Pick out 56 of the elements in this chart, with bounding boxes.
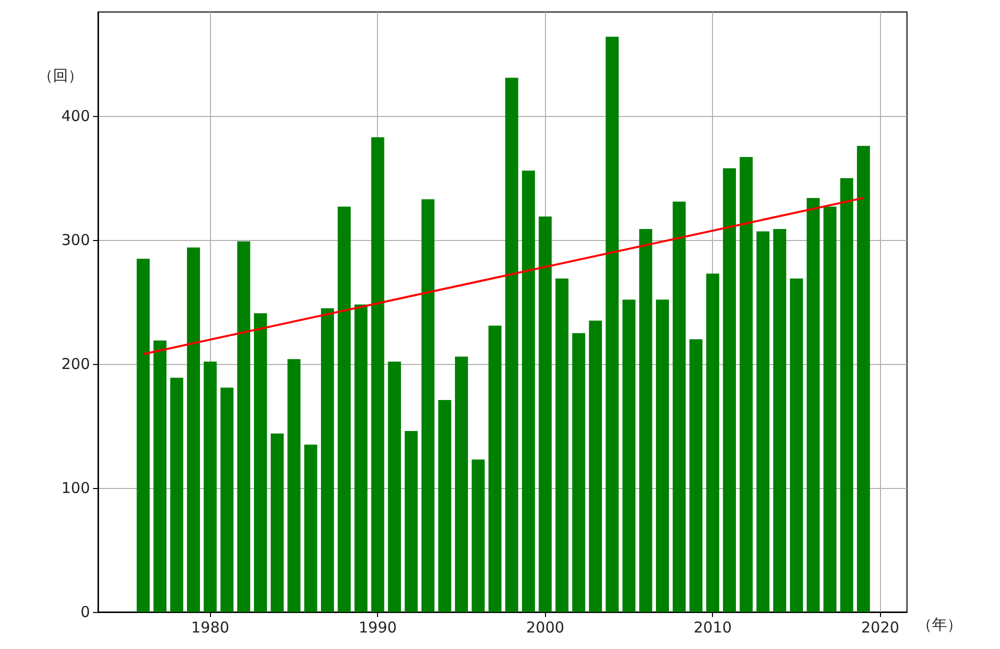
bar [672, 202, 686, 612]
bar [756, 231, 770, 612]
bar [304, 444, 318, 612]
bar [320, 308, 334, 612]
x-tick-label: 1990 [358, 618, 397, 636]
y-tick-label: 200 [61, 355, 90, 374]
x-tick-label: 2020 [861, 618, 900, 636]
x-tick-label: 2010 [694, 618, 732, 636]
bar [388, 362, 401, 612]
bar [840, 178, 854, 612]
bar [572, 333, 586, 612]
x-tick-label: 2000 [526, 618, 564, 636]
bar [656, 300, 669, 612]
bar [722, 168, 736, 612]
bar [522, 170, 535, 612]
x-axis-title: （年） [917, 616, 962, 634]
bar [740, 157, 753, 612]
x-tick-label: 1980 [191, 618, 230, 636]
bar [538, 216, 552, 612]
y-tick-label: 400 [61, 107, 90, 126]
bar [622, 300, 636, 612]
bar [689, 339, 702, 612]
bar [186, 248, 200, 612]
bar [404, 431, 418, 612]
bar [270, 433, 284, 612]
bar [421, 199, 434, 612]
y-tick-label: 0 [80, 603, 90, 621]
bar [505, 78, 518, 612]
bar [237, 241, 250, 612]
bar [588, 320, 602, 612]
bar [856, 146, 870, 612]
bar [606, 36, 619, 612]
bar [706, 274, 720, 612]
bar [153, 340, 166, 612]
bar [354, 304, 368, 612]
bar [254, 313, 267, 612]
bar [220, 388, 234, 612]
bar [438, 400, 452, 612]
bar [806, 198, 820, 612]
bar [170, 378, 184, 612]
bar [488, 326, 502, 612]
bar [287, 359, 300, 612]
bar [371, 137, 384, 612]
bar [136, 258, 150, 612]
bar [204, 362, 217, 612]
bar [773, 228, 786, 612]
bar [472, 460, 485, 612]
y-axis-title: （回） [38, 66, 83, 84]
bar [790, 278, 803, 612]
bar [454, 356, 468, 612]
bar [338, 206, 351, 612]
bar [639, 228, 652, 612]
bar [823, 206, 836, 612]
y-tick-label: 100 [61, 479, 90, 498]
bar [555, 278, 568, 612]
y-tick-label: 300 [61, 231, 90, 250]
